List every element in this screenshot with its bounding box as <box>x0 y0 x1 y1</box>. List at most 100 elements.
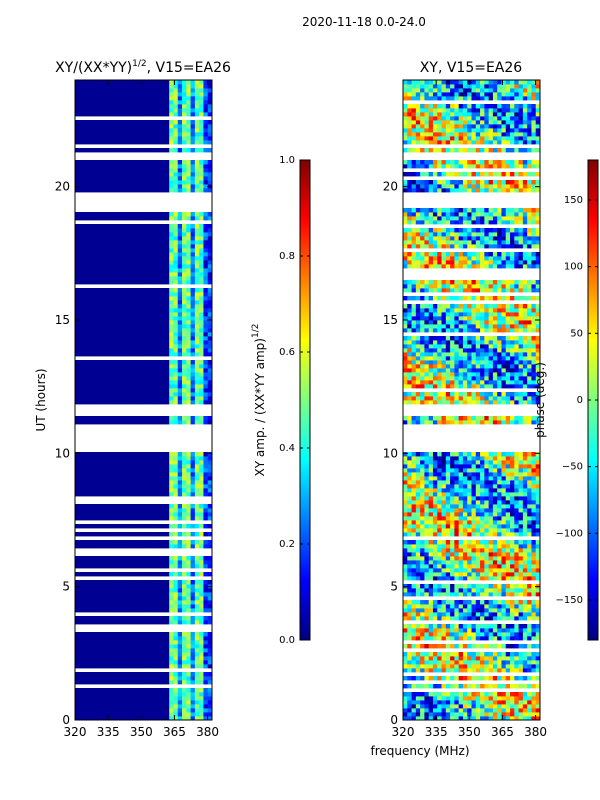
phase-cell <box>501 632 507 637</box>
amp-cell <box>113 608 119 613</box>
amp-cell <box>117 600 123 605</box>
amp-cell <box>87 600 93 605</box>
amp-cell <box>113 644 119 649</box>
amp-cell <box>113 544 119 549</box>
amp-cell <box>109 388 114 393</box>
amp-cell <box>190 348 196 353</box>
amp-cell <box>139 640 144 645</box>
amp-cell <box>173 604 179 609</box>
amp-cell <box>190 240 196 245</box>
amp-cell <box>173 480 179 485</box>
amp-cell <box>194 688 200 693</box>
amp-cell <box>173 104 179 109</box>
phase-cell <box>484 704 490 709</box>
amp-cell <box>87 676 93 681</box>
phase-cell <box>475 660 481 665</box>
amp-cell <box>122 360 127 365</box>
phase-cell <box>518 676 524 681</box>
amp-cell <box>194 140 200 145</box>
phase-cell <box>407 592 412 597</box>
amp-cell <box>152 532 157 537</box>
amp-cell <box>92 304 97 309</box>
phase-cell <box>535 664 541 669</box>
amp-cell <box>126 676 132 681</box>
phase-cell <box>445 664 451 669</box>
amp-cell <box>199 264 204 269</box>
amp-cell <box>79 120 84 125</box>
amp-cell <box>75 120 80 125</box>
amp-cell <box>117 368 123 373</box>
amp-cell <box>164 164 170 169</box>
amp-cell <box>126 352 132 357</box>
amp-cell <box>186 328 191 333</box>
phase-cell <box>505 576 511 581</box>
phase-heatmap[interactable] <box>403 80 541 721</box>
amp-cell <box>186 692 191 697</box>
amp-cell <box>203 652 209 657</box>
amp-cell <box>190 648 196 653</box>
amp-cell <box>152 308 157 313</box>
amp-cell <box>113 620 119 625</box>
amp-cell <box>152 580 157 585</box>
amp-cell <box>134 340 140 345</box>
amp-cell <box>126 360 132 365</box>
amp-cell <box>87 400 93 405</box>
amp-cell <box>169 336 174 341</box>
amp-cell <box>104 660 110 665</box>
amp-cell <box>203 224 209 229</box>
amp-cell <box>75 244 80 249</box>
phase-cell <box>535 692 541 697</box>
amp-cell <box>194 380 200 385</box>
amp-cell <box>100 564 106 569</box>
amp-cell <box>203 420 209 425</box>
ytick-label: 15 <box>55 313 70 327</box>
amp-cell <box>194 180 200 185</box>
amp-cell <box>156 84 162 89</box>
amp-cell <box>160 460 166 465</box>
amp-cell <box>96 464 102 469</box>
amp-cell <box>117 660 123 665</box>
amp-cell <box>143 244 149 249</box>
amp-cell <box>117 248 123 253</box>
amp-cell <box>160 120 166 125</box>
amp-cell <box>194 484 200 489</box>
phase-cell <box>467 704 472 709</box>
amp-cell <box>113 572 119 577</box>
amp-cell <box>92 672 97 677</box>
phase-cell <box>484 608 490 613</box>
amp-cell <box>173 308 179 313</box>
amp-heatmap[interactable] <box>75 80 213 721</box>
amp-cell <box>160 492 166 497</box>
amp-cell <box>182 372 187 377</box>
phase-cell <box>415 676 421 681</box>
amp-cell <box>96 360 102 365</box>
amp-cell <box>122 664 127 669</box>
amp-cell <box>203 328 209 333</box>
amp-cell <box>207 368 213 373</box>
amp-cell <box>190 384 196 389</box>
phase-cell <box>441 716 447 721</box>
phase-cell <box>424 592 430 597</box>
amp-cell <box>100 604 106 609</box>
amp-cell <box>79 180 84 185</box>
amp-cell <box>199 224 204 229</box>
amp-cell <box>147 232 153 237</box>
amp-cell <box>156 488 162 493</box>
phase-cell <box>518 708 524 713</box>
amp-cell <box>160 304 166 309</box>
amp-cell <box>75 88 80 93</box>
amp-cell <box>113 704 119 709</box>
phase-cell <box>467 696 472 701</box>
amp-cell <box>75 596 80 601</box>
amp-cell <box>87 392 93 397</box>
amp-cell <box>126 100 132 105</box>
amp-cell <box>160 328 166 333</box>
amp-cell <box>139 180 144 185</box>
amp-cell <box>122 100 127 105</box>
amp-cell <box>203 712 209 717</box>
amp-cell <box>87 660 93 665</box>
amp-cell <box>160 308 166 313</box>
amp-cell <box>190 292 196 297</box>
phase-cell <box>428 652 434 657</box>
amp-cell <box>147 512 153 517</box>
